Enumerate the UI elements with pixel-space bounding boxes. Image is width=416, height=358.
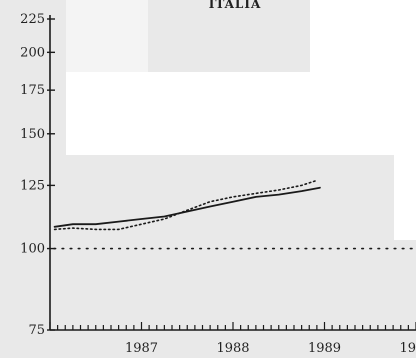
x-tick-label: 1987: [125, 341, 158, 356]
y-tick-label: 100: [20, 242, 45, 257]
y-tick-label: 125: [20, 178, 45, 193]
x-tick-label: 1988: [216, 341, 249, 356]
axes-layer: [47, 15, 416, 331]
y-tick-label: 75: [28, 323, 45, 338]
x-tick-labels: 1987 1988 1989 1990: [125, 341, 416, 356]
x-tick-label: 1990: [399, 341, 416, 356]
y-tick-labels: 75 100 125 150 175 200 225: [20, 12, 45, 338]
y-tick-label: 200: [20, 45, 45, 60]
panel-bottom: [0, 330, 416, 358]
series-layer: [53, 180, 321, 231]
panel-middle: [66, 155, 394, 330]
panel-left-lower: [0, 155, 66, 358]
panel-right-lower: [394, 240, 416, 330]
panel-left-upper: [0, 0, 66, 155]
series-line-dotted: [53, 180, 317, 231]
y-tick-label: 150: [20, 127, 45, 142]
chart-title: ITALIA: [209, 0, 262, 11]
panel-top-left: [66, 0, 148, 72]
x-tick-label: 1989: [308, 341, 341, 356]
y-tick-label: 225: [20, 12, 45, 27]
series-line-solid: [53, 186, 321, 228]
y-tick-label: 175: [20, 83, 45, 98]
panel-top-right: [148, 0, 310, 72]
